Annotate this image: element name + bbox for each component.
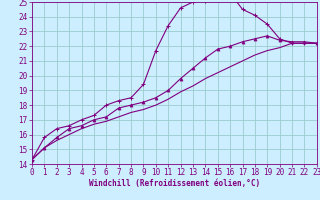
X-axis label: Windchill (Refroidissement éolien,°C): Windchill (Refroidissement éolien,°C) <box>89 179 260 188</box>
